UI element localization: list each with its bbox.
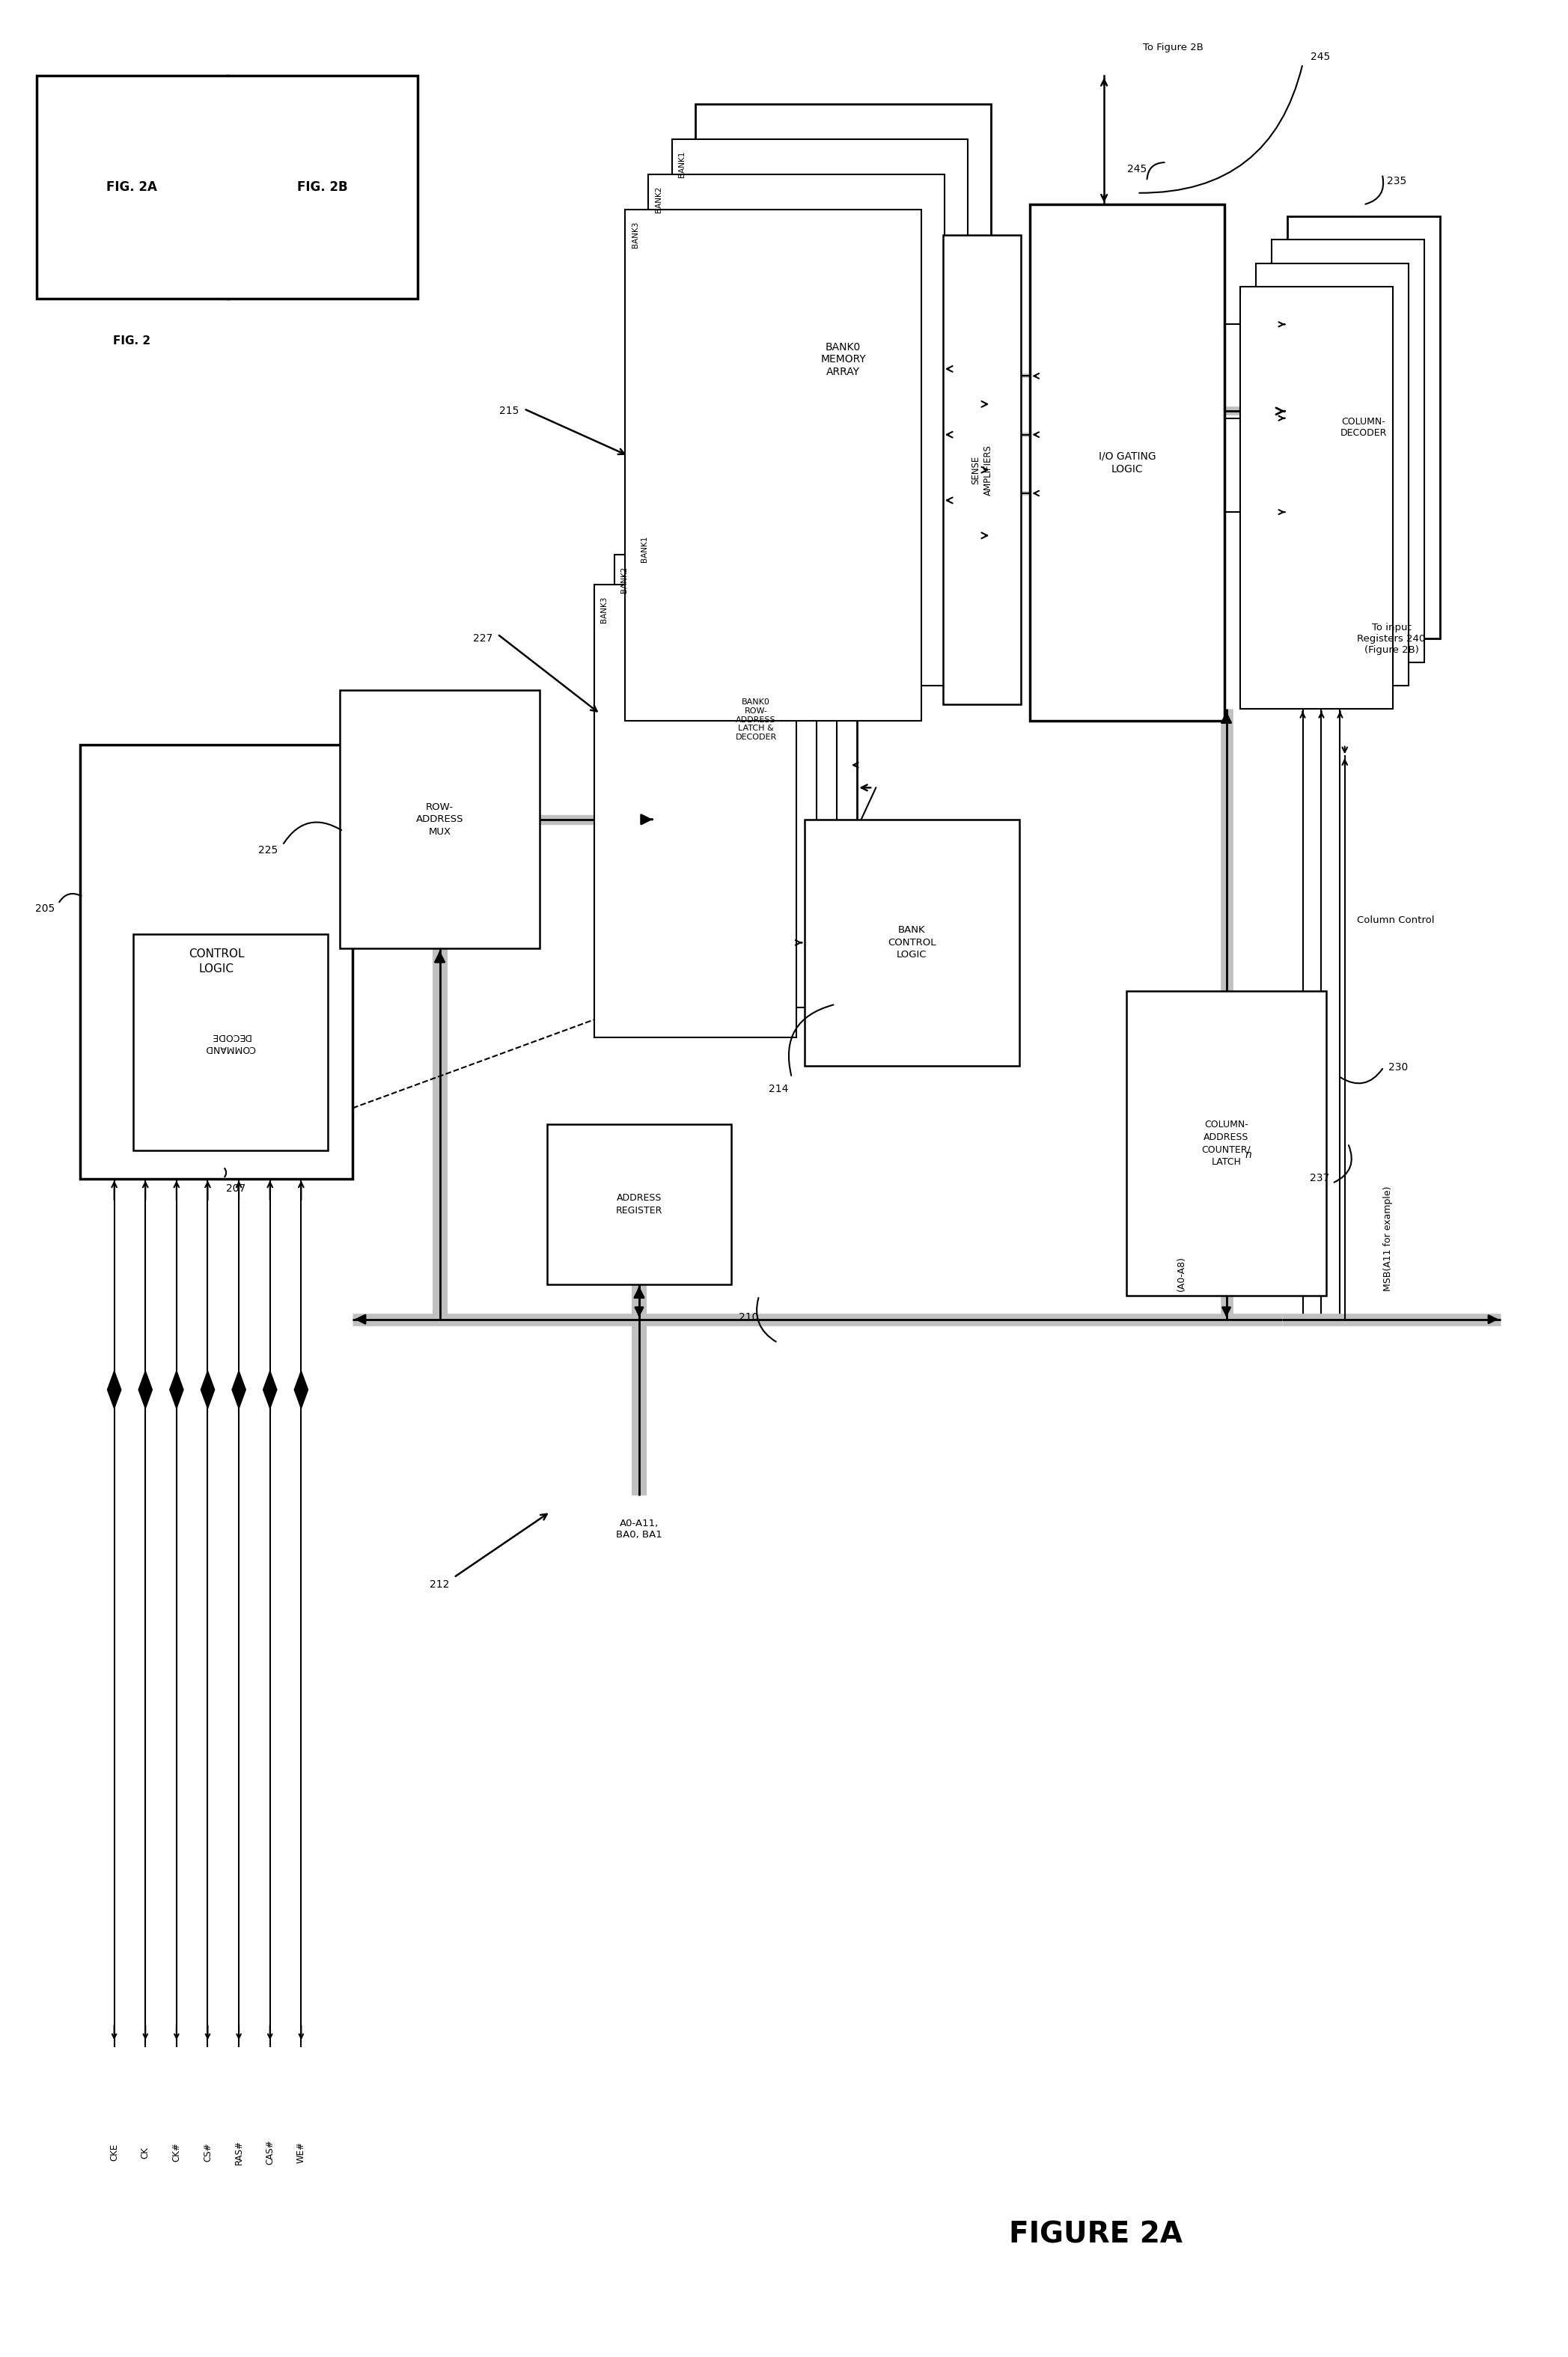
Bar	[1030, 205, 1225, 721]
Polygon shape	[107, 1372, 121, 1409]
Polygon shape	[138, 1372, 152, 1409]
Bar	[615, 554, 817, 1006]
Text: 205: 205	[36, 903, 55, 915]
Text: To input
Registers 240
(Figure 2B): To input Registers 240 (Figure 2B)	[1358, 622, 1425, 655]
Bar	[133, 933, 328, 1150]
Text: 214: 214	[768, 1084, 789, 1094]
Text: (A0-A8): (A0-A8)	[1176, 1256, 1185, 1292]
Text: n: n	[1245, 1150, 1251, 1160]
Text: 225: 225	[259, 844, 278, 856]
Text: A0-A11,
BA0, BA1: A0-A11, BA0, BA1	[616, 1518, 662, 1539]
Text: 227: 227	[474, 634, 492, 643]
Bar	[1240, 288, 1392, 709]
Text: 215: 215	[500, 405, 519, 417]
Text: WE#: WE#	[296, 2143, 306, 2164]
Text: FIG. 2A: FIG. 2A	[107, 181, 157, 193]
Text: 237: 237	[1309, 1174, 1330, 1183]
Text: BANK
CONTROL
LOGIC: BANK CONTROL LOGIC	[887, 926, 936, 959]
Bar	[340, 691, 539, 948]
Bar	[80, 745, 353, 1178]
Text: CKE: CKE	[110, 2143, 119, 2161]
Bar	[635, 523, 837, 976]
Text: ADDRESS
REGISTER: ADDRESS REGISTER	[616, 1193, 663, 1216]
Text: BANK0
ROW-
ADDRESS
LATCH &
DECODER: BANK0 ROW- ADDRESS LATCH & DECODER	[735, 698, 776, 740]
Text: BANK2: BANK2	[655, 186, 662, 212]
Text: 230: 230	[1388, 1061, 1408, 1072]
Bar	[547, 1124, 731, 1285]
Text: COLUMN-
DECODER: COLUMN- DECODER	[1341, 417, 1386, 438]
Text: CK#: CK#	[171, 2143, 182, 2161]
Text: 210: 210	[739, 1313, 759, 1322]
Text: MSB(A11 for example): MSB(A11 for example)	[1383, 1186, 1394, 1292]
Text: 245: 245	[1311, 52, 1330, 61]
Text: BANK0
MEMORY
ARRAY: BANK0 MEMORY ARRAY	[820, 342, 866, 377]
Text: BANK3: BANK3	[632, 222, 638, 247]
Bar	[804, 820, 1019, 1065]
Polygon shape	[169, 1372, 183, 1409]
Bar	[671, 139, 967, 651]
Polygon shape	[201, 1372, 215, 1409]
Text: SENSE
AMPLIFIERS: SENSE AMPLIFIERS	[971, 445, 993, 495]
Bar	[942, 236, 1021, 705]
Text: CAS#: CAS#	[265, 2140, 274, 2164]
Text: 207: 207	[226, 1183, 246, 1193]
Bar	[1272, 240, 1424, 662]
Text: 235: 235	[1386, 177, 1406, 186]
Bar	[1256, 264, 1408, 686]
Text: To Figure 2B: To Figure 2B	[1143, 42, 1204, 52]
Text: COMMAND
DECODE: COMMAND DECODE	[205, 1032, 256, 1054]
Bar	[36, 75, 419, 299]
Text: FIG. 2: FIG. 2	[113, 335, 151, 346]
Text: BANK1: BANK1	[677, 151, 685, 177]
Text: BANK3: BANK3	[601, 596, 608, 622]
Text: ROW-
ADDRESS
MUX: ROW- ADDRESS MUX	[416, 801, 464, 837]
Bar	[1287, 217, 1439, 639]
Bar	[594, 585, 797, 1037]
Text: FIGURE 2A: FIGURE 2A	[1008, 2220, 1182, 2249]
Text: 212: 212	[430, 1579, 448, 1589]
Text: 245: 245	[1127, 165, 1148, 174]
Bar	[1127, 990, 1327, 1296]
Bar	[695, 104, 991, 615]
Text: CS#: CS#	[202, 2143, 213, 2161]
Text: FIG. 2B: FIG. 2B	[298, 181, 348, 193]
Bar	[649, 174, 944, 686]
Text: BANK2: BANK2	[621, 566, 627, 592]
Text: I/O GATING
LOGIC: I/O GATING LOGIC	[1099, 450, 1156, 474]
Text: COLUMN-
ADDRESS
COUNTER/
LATCH: COLUMN- ADDRESS COUNTER/ LATCH	[1201, 1120, 1251, 1167]
Text: CK: CK	[141, 2147, 151, 2159]
Text: RAS#: RAS#	[234, 2140, 243, 2164]
Bar	[655, 493, 858, 945]
Bar	[626, 210, 920, 721]
Polygon shape	[232, 1372, 246, 1409]
Polygon shape	[295, 1372, 307, 1409]
Text: BANK1: BANK1	[641, 535, 648, 561]
Text: Column Control: Column Control	[1358, 915, 1435, 926]
Polygon shape	[263, 1372, 278, 1409]
Text: CONTROL
LOGIC: CONTROL LOGIC	[188, 948, 245, 973]
